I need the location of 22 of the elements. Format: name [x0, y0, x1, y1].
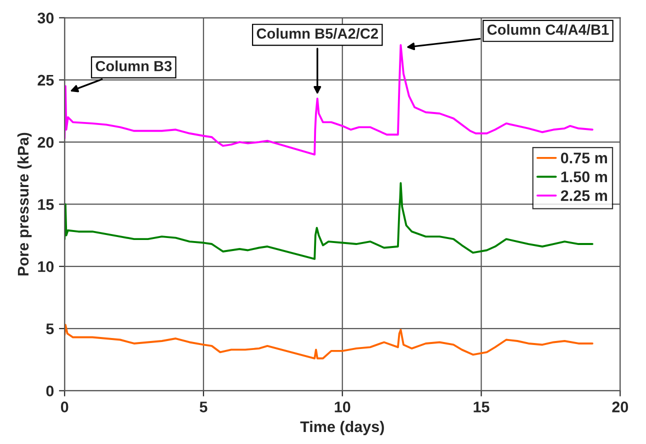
x-tick-label: 0: [60, 402, 68, 412]
y-tick-label: 15: [38, 199, 54, 210]
x-tick-label: 15: [474, 402, 490, 412]
annotation: Column B3: [96, 60, 172, 72]
annotation: Column B5/A2/C2: [256, 28, 378, 39]
legend-label: 1.50 m: [561, 171, 607, 182]
y-tick-label: 10: [38, 261, 54, 272]
y-tick-label: 25: [38, 74, 54, 86]
x-tick-label: 20: [612, 402, 628, 412]
y-tick-label: 20: [38, 136, 54, 148]
y-axis-title: Pore pressure (kPa): [17, 132, 32, 276]
line-series: [64, 182, 594, 260]
y-tick-label: 30: [38, 12, 54, 24]
annotation: Column C4/A4/B1: [487, 24, 609, 35]
legend-label: 0.75 m: [560, 152, 607, 164]
legend-label: 2.25 m: [560, 190, 607, 202]
x-axis-title: Time (days): [300, 420, 384, 436]
x-tick-label: 10: [334, 402, 350, 412]
x-tick-label: 5: [200, 402, 208, 412]
y-tick-label: 0: [46, 386, 54, 396]
line-series: [64, 324, 594, 360]
y-tick-label: 5: [46, 324, 54, 334]
